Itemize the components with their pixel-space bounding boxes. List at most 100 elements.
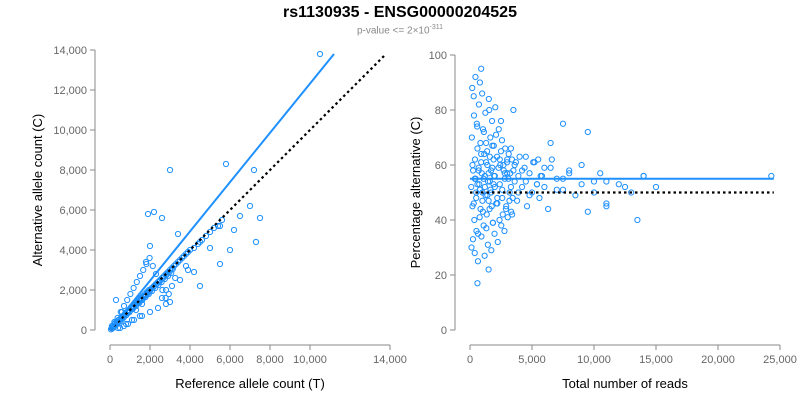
data-point	[159, 286, 166, 294]
data-point	[487, 186, 494, 193]
data-point	[479, 90, 486, 97]
data-point	[133, 278, 140, 286]
data-point	[166, 298, 174, 306]
data-point	[128, 316, 136, 324]
data-point	[475, 101, 483, 108]
y-tick-label: 6,000	[59, 205, 87, 217]
x-axis-title: Total number of reads	[562, 376, 688, 391]
data-point	[518, 183, 526, 191]
x-tick-label: 8,000	[256, 354, 284, 366]
data-point	[494, 238, 501, 246]
data-point	[505, 150, 512, 158]
x-tick-label: 25,000	[763, 354, 797, 366]
y-tick-label: 0	[441, 325, 447, 337]
data-point	[494, 194, 501, 202]
data-point	[495, 126, 502, 133]
fit-line	[109, 53, 335, 331]
data-point	[488, 117, 496, 125]
data-point	[165, 290, 172, 298]
data-point	[140, 266, 147, 274]
y-tick-label: 4,000	[59, 245, 87, 257]
data-point	[474, 145, 481, 152]
data-point	[566, 167, 573, 174]
x-tick-label: 15,000	[639, 354, 673, 366]
subtitle-exponent: -311	[429, 24, 444, 31]
x-tick-label: 6,000	[216, 354, 244, 366]
y-tick-label: 8,000	[59, 165, 87, 177]
data-point	[130, 284, 137, 292]
data-point	[541, 164, 548, 171]
data-point	[470, 200, 477, 207]
x-tick-label: 20,000	[701, 354, 735, 366]
data-point	[184, 266, 192, 274]
y-tick-label: 40	[435, 215, 447, 227]
data-point	[168, 269, 175, 277]
data-point	[146, 308, 154, 316]
data-point	[597, 170, 604, 177]
data-point	[508, 208, 515, 215]
data-point	[136, 272, 144, 280]
data-point	[479, 126, 487, 133]
data-point	[509, 194, 516, 202]
data-point	[166, 166, 174, 174]
data-point	[469, 161, 476, 169]
data-point	[477, 139, 484, 147]
data-point	[553, 186, 560, 193]
data-point	[484, 241, 491, 248]
data-point	[216, 260, 224, 268]
data-point	[489, 219, 496, 226]
x-tick-label: 10,000	[293, 354, 327, 366]
data-point	[485, 266, 492, 273]
data-point	[526, 192, 533, 199]
y-axis-title: Percentage alternative (C)	[408, 117, 423, 269]
data-point	[481, 252, 488, 259]
data-point	[503, 159, 511, 166]
y-axis-title: Alternative allele count (C)	[30, 114, 45, 266]
chart-subtitle: p-value <= 2×10-311	[0, 24, 800, 36]
data-point	[483, 225, 490, 232]
data-point	[485, 95, 492, 103]
data-point	[196, 282, 204, 290]
data-point	[496, 216, 503, 224]
data-point	[545, 205, 552, 213]
data-point	[530, 159, 537, 166]
data-point	[492, 131, 500, 138]
data-point	[490, 181, 497, 188]
data-point	[168, 282, 176, 290]
x-tick-label: 0	[107, 354, 113, 366]
data-point	[146, 254, 153, 262]
data-point	[497, 148, 505, 155]
x-tick-label: 14,000	[373, 354, 407, 366]
data-point	[154, 304, 162, 312]
data-point	[473, 227, 480, 235]
data-point	[474, 181, 481, 188]
data-point	[483, 139, 490, 147]
data-point	[136, 312, 144, 320]
data-point	[176, 276, 184, 284]
reference-line	[109, 53, 387, 331]
data-point	[510, 106, 517, 114]
y-tick-label: 80	[435, 105, 447, 117]
data-point	[236, 212, 244, 220]
data-point	[481, 183, 488, 191]
data-point	[603, 203, 610, 210]
data-point	[150, 208, 158, 216]
data-point	[478, 65, 485, 72]
data-point	[478, 159, 485, 166]
data-point	[158, 294, 166, 302]
data-point	[584, 128, 591, 136]
data-point	[486, 205, 493, 213]
data-point	[222, 160, 230, 168]
data-point	[548, 156, 555, 163]
data-point	[114, 324, 122, 332]
data-point	[533, 181, 541, 188]
data-point	[485, 197, 492, 204]
data-point	[473, 194, 480, 202]
data-point	[498, 222, 505, 229]
data-point	[541, 183, 548, 191]
data-point	[180, 252, 188, 260]
data-point	[472, 73, 479, 81]
data-point	[483, 159, 490, 166]
data-point	[470, 167, 477, 174]
